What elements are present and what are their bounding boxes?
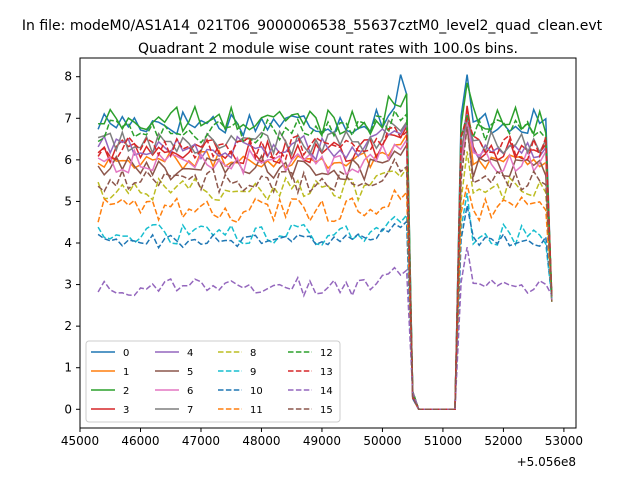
legend-label-13: 13 xyxy=(320,367,333,378)
series-line-5 xyxy=(97,126,553,411)
legend-label-3: 3 xyxy=(123,405,129,416)
legend-label-7: 7 xyxy=(187,405,193,416)
y-tick-label: 4 xyxy=(64,236,72,250)
legend-label-11: 11 xyxy=(250,405,263,416)
series-line-14 xyxy=(97,247,553,411)
figure-suptitle: In file: modeM0/AS1A14_021T06_9000006538… xyxy=(22,18,603,34)
series-line-11 xyxy=(97,184,553,411)
legend-label-2: 2 xyxy=(123,386,129,397)
series-line-12 xyxy=(97,108,553,411)
series-line-2 xyxy=(98,82,553,411)
x-tick-label: 53000 xyxy=(545,434,583,448)
legend-label-1: 1 xyxy=(123,367,129,378)
x-tick-label: 46000 xyxy=(121,434,159,448)
chart-title: Quadrant 2 module wise count rates with … xyxy=(138,41,518,57)
legend-label-14: 14 xyxy=(320,386,333,397)
legend-label-15: 15 xyxy=(320,405,333,416)
y-tick-label: 7 xyxy=(64,111,72,125)
legend-label-4: 4 xyxy=(187,348,193,359)
legend-box xyxy=(85,340,341,423)
legend-label-8: 8 xyxy=(250,348,256,359)
y-axis: 0 1 2 3 4 5 6 7 8 xyxy=(64,70,80,416)
series-layer xyxy=(97,74,553,411)
legend-label-12: 12 xyxy=(320,348,333,359)
y-tick-label: 3 xyxy=(64,278,72,292)
legend-label-6: 6 xyxy=(187,386,193,397)
y-tick-label: 6 xyxy=(64,153,72,167)
series-line-8 xyxy=(97,151,553,411)
y-tick-label: 0 xyxy=(64,402,72,416)
y-tick-label: 1 xyxy=(64,361,72,375)
series-line-15 xyxy=(97,126,553,411)
x-tick-label: 45000 xyxy=(61,434,99,448)
legend-label-0: 0 xyxy=(123,348,129,359)
x-tick-label: 50000 xyxy=(363,434,401,448)
series-line-13 xyxy=(97,115,553,411)
y-tick-label: 5 xyxy=(64,194,72,208)
x-tick-label: 51000 xyxy=(424,434,462,448)
x-axis: 45000 46000 47000 48000 49000 50000 51000 52000… xyxy=(61,428,583,448)
legend-label-10: 10 xyxy=(250,386,263,397)
y-tick-label: 8 xyxy=(64,70,72,84)
legend-label-5: 5 xyxy=(187,367,193,378)
legend-label-9: 9 xyxy=(250,367,256,378)
series-line-6 xyxy=(97,122,553,411)
x-offset-label: +5.056e8 xyxy=(517,455,576,469)
y-tick-label: 2 xyxy=(64,319,72,333)
series-line-10 xyxy=(97,205,553,411)
x-tick-label: 52000 xyxy=(484,434,522,448)
x-tick-label: 49000 xyxy=(303,434,341,448)
x-tick-label: 47000 xyxy=(182,434,220,448)
x-tick-label: 48000 xyxy=(242,434,280,448)
